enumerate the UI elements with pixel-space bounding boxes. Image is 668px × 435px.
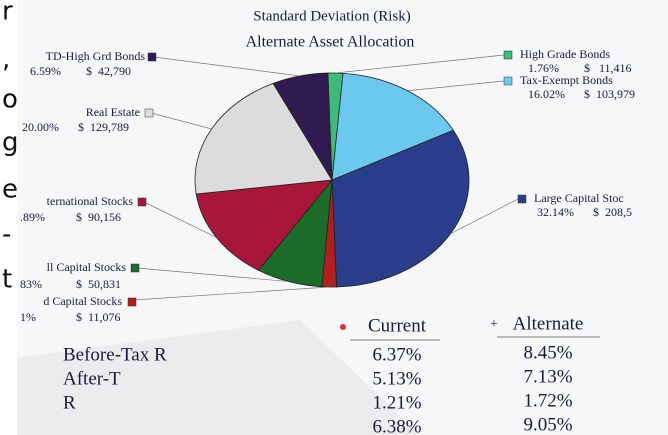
- side-text: g: [2, 128, 19, 158]
- value-label: 16.02%: [528, 87, 565, 101]
- legend-label: Large Capital Stoc: [534, 191, 624, 205]
- legend-label: High Grade Bonds: [520, 47, 610, 61]
- cell: 1.21%: [372, 392, 421, 413]
- value-label: 1%: [20, 310, 36, 324]
- amount-label: $ 11,076: [76, 310, 121, 324]
- legend-label: TD-High Grd Bonds: [46, 49, 146, 63]
- row-label: Before-Tax R: [63, 344, 167, 365]
- cell: 6.37%: [372, 344, 421, 365]
- legend-swatch: [131, 264, 139, 272]
- amount-label: $ 50,831: [76, 277, 121, 291]
- side-text: -: [2, 220, 11, 250]
- cell: 6.38%: [372, 416, 421, 435]
- side-text: r: [2, 0, 13, 27]
- value-label: 32.14%: [537, 205, 574, 219]
- column-header: Current: [368, 315, 427, 336]
- side-text: t: [2, 265, 12, 295]
- legend-label: ternational Stocks: [47, 194, 134, 208]
- amount-label: $ 90,156: [76, 210, 121, 224]
- legend-swatch: [128, 298, 136, 306]
- heading: Standard Deviation (Risk): [253, 8, 410, 24]
- row-label: After-T: [63, 368, 121, 389]
- legend-swatch: [145, 109, 153, 117]
- amount-label: $ 129,789: [78, 120, 129, 134]
- legend-label: d Capital Stocks: [43, 294, 122, 308]
- legend-swatch: [148, 53, 156, 61]
- amount-label: $ 42,790: [86, 64, 131, 78]
- chart-title: Alternate Asset Allocation: [246, 34, 415, 51]
- legend-swatch: [504, 77, 512, 85]
- legend-label: Real Estate: [86, 105, 140, 119]
- row-label: R: [63, 392, 76, 413]
- value-label: 83%: [20, 277, 42, 291]
- cell: 9.05%: [523, 414, 572, 435]
- cell: 7.13%: [523, 366, 572, 387]
- value-label: .89%: [20, 210, 45, 224]
- side-text: e: [2, 175, 18, 205]
- value-label: 6.59%: [30, 64, 61, 78]
- column-header: Alternate: [513, 313, 584, 334]
- cell: 1.72%: [523, 390, 572, 411]
- marker: [340, 324, 346, 330]
- cell: 8.45%: [523, 342, 572, 363]
- side-text: ,: [2, 45, 10, 75]
- page: Standard Deviation (Risk) Alternate Asse…: [0, 0, 668, 435]
- legend-swatch: [504, 51, 512, 59]
- legend-label: ll Capital Stocks: [47, 260, 127, 274]
- amount-label: $ 103,979: [584, 87, 635, 101]
- side-text: o: [2, 85, 18, 115]
- value-label: 20.00%: [22, 120, 59, 134]
- amount-label: $ 208,5: [593, 205, 632, 219]
- legend-swatch: [138, 198, 146, 206]
- legend-swatch: [518, 195, 526, 203]
- cell: 5.13%: [372, 368, 421, 389]
- marker: +: [490, 317, 498, 332]
- legend-label: Tax-Exempt Bonds: [520, 73, 613, 87]
